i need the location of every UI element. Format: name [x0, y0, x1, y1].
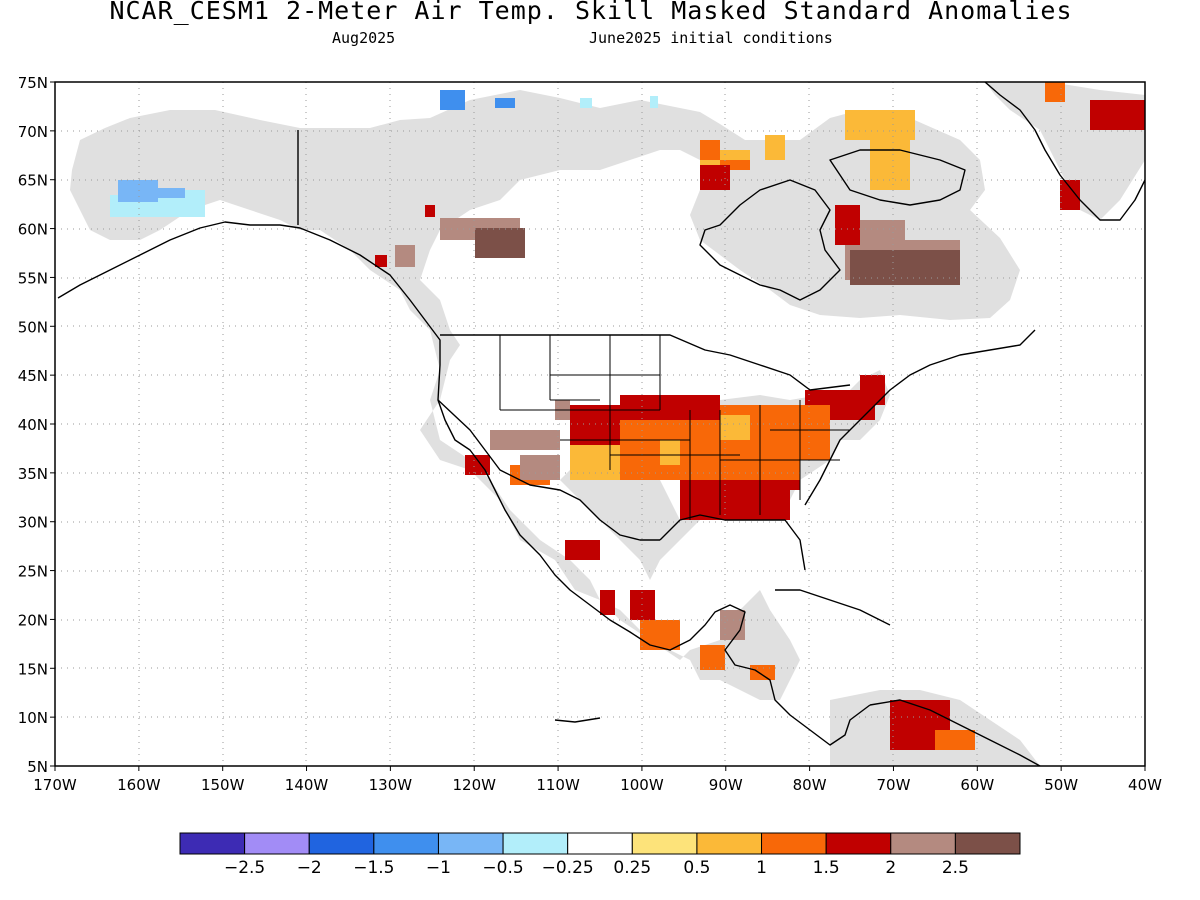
latitude-label: 60N: [18, 221, 48, 239]
colorbar-swatch: [825, 832, 892, 855]
colorbar-swatch: [179, 832, 246, 855]
latitude-label: 70N: [18, 123, 48, 141]
colorbar-swatch: [631, 832, 698, 855]
longitude-label: 150W: [201, 776, 245, 794]
colorbar-label: 1: [756, 858, 767, 878]
anomaly-block-us-yellow: [570, 415, 750, 480]
latitude-label: 55N: [18, 269, 48, 287]
longitude-label: 130W: [369, 776, 413, 794]
coastlines: [57, 82, 1145, 766]
state-boundaries: [499, 335, 850, 520]
colorbar-label: 2: [885, 858, 896, 878]
longitude-label: 100W: [620, 776, 664, 794]
longitude-label: 70W: [877, 776, 911, 794]
colorbar-swatch: [244, 832, 310, 855]
anomaly-block-hudson-red: [375, 100, 1145, 267]
longitude-label: 60W: [960, 776, 994, 794]
latitude-label: 25N: [18, 563, 48, 581]
anomaly-block-arctic-light-blue: [580, 96, 658, 108]
longitude-label: 160W: [117, 776, 161, 794]
colorbar-label: −2.5: [224, 858, 265, 878]
colorbar-swatch: [502, 832, 569, 855]
latitude-label: 50N: [18, 318, 48, 336]
latitude-label: 15N: [18, 660, 48, 678]
latitude-label: 5N: [27, 758, 48, 776]
latitude-label: 35N: [18, 465, 48, 483]
colorbar-label: −1.5: [353, 858, 394, 878]
initial-conditions-label: June2025 initial conditions: [589, 29, 833, 47]
anomaly-block-alaska-blue: [118, 180, 185, 202]
colorbar-swatch: [890, 832, 956, 855]
longitude-label: 40W: [1128, 776, 1162, 794]
latitude-label: 75N: [18, 74, 48, 92]
valid-month-label: Aug2025: [332, 29, 396, 47]
colorbar-swatch: [954, 832, 1021, 855]
colorbar-label: 0.5: [683, 858, 710, 878]
gridlines: [55, 82, 1145, 766]
colorbar-label: −2: [297, 858, 322, 878]
latitude-label: 20N: [18, 611, 48, 629]
colorbar-label: −1: [426, 858, 451, 878]
anomaly-block-hudson-orange: [700, 82, 1065, 170]
colorbar: −2.5 −2 −1.5 −1 −0.5 −0.25 0.25 0.5 1 1.5 2 2.5: [179, 832, 1021, 878]
longitude-label: 110W: [536, 776, 580, 794]
latitude-label: 65N: [18, 172, 48, 190]
latitude-label: 45N: [18, 367, 48, 385]
colorbar-swatch: [373, 832, 439, 855]
colorbar-label: 0.25: [613, 858, 651, 878]
colorbar-label: −0.5: [482, 858, 523, 878]
longitude-label: 50W: [1044, 776, 1078, 794]
latitude-label: 30N: [18, 514, 48, 532]
longitude-axis: 170W 160W 150W 140W 130W 120W 110W 100W 90W 80W 70…: [33, 766, 1162, 794]
longitude-label: 170W: [33, 776, 77, 794]
colorbar-label: 2.5: [942, 858, 969, 878]
latitude-label: 10N: [18, 709, 48, 727]
anomaly-block-canada-brown: [475, 228, 960, 285]
longitude-label: 80W: [793, 776, 827, 794]
colorbar-label: −0.25: [542, 858, 594, 878]
latitude-axis: 75N 70N 65N 60N 55N 50N 45N 40N 35N 30N 25N 20N 15N 1…: [18, 74, 55, 776]
colorbar-swatch: [437, 832, 504, 855]
colorbar-swatch: [567, 832, 633, 855]
longitude-label: 90W: [709, 776, 743, 794]
latitude-label: 40N: [18, 416, 48, 434]
colorbar-swatch: [308, 832, 375, 855]
map-title: NCAR_CESM1 2-Meter Air Temp. Skill Maske…: [109, 0, 1073, 25]
colorbar-label: 1.5: [813, 858, 840, 878]
colorbar-swatch: [696, 832, 763, 855]
colorbar-swatch: [761, 832, 827, 855]
longitude-label: 140W: [285, 776, 329, 794]
anomaly-block-arctic-blue: [440, 90, 515, 110]
map-content: [55, 82, 1145, 766]
longitude-label: 120W: [452, 776, 496, 794]
